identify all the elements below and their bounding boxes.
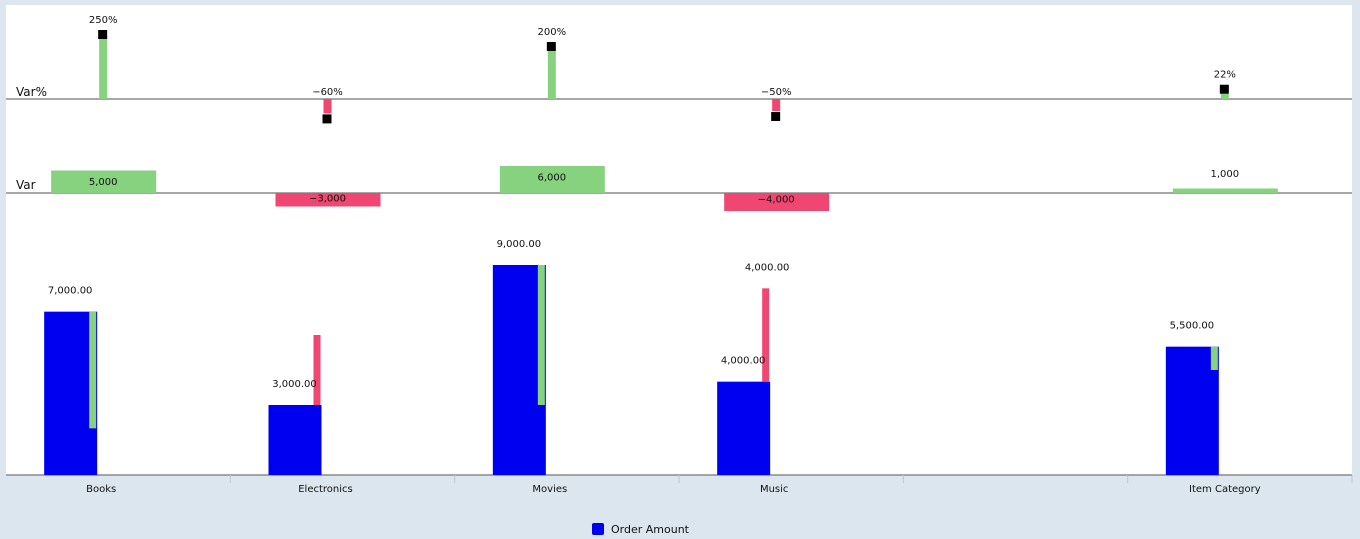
legend[interactable]: Order Amount — [592, 521, 689, 537]
var-pct-label: 22% — [1214, 70, 1236, 81]
plot-area — [6, 5, 1352, 475]
var-row-label: Var — [16, 178, 36, 192]
var-pct-bar[interactable] — [323, 99, 332, 114]
order-amount-bar[interactable] — [44, 311, 98, 475]
order-amount-label: 9,000.00 — [497, 239, 542, 250]
order-amount-bar[interactable] — [268, 405, 322, 475]
variance-thin-bar[interactable] — [313, 335, 321, 405]
x-tick-label: Music — [760, 484, 788, 495]
var-pct-marker[interactable] — [771, 112, 781, 121]
variance-thin-bar[interactable] — [762, 288, 770, 382]
x-tick-label: Electronics — [298, 484, 353, 495]
legend-label-order-amount: Order Amount — [611, 522, 689, 536]
order-amount-label: 5,500.00 — [1170, 321, 1215, 332]
var-pct-bar[interactable] — [99, 39, 108, 99]
var-bar[interactable] — [499, 166, 605, 193]
var-bar[interactable] — [275, 193, 381, 207]
var-label: 6,000 — [538, 172, 567, 183]
var-pct-marker[interactable] — [98, 30, 108, 39]
var-pct-row-label: Var% — [16, 85, 47, 99]
var-pct-bar[interactable] — [772, 99, 781, 111]
var-pct-marker[interactable] — [546, 42, 556, 51]
x-tick-label: Movies — [532, 484, 567, 495]
order-amount-bar[interactable] — [492, 265, 546, 475]
variance-thin-bar[interactable] — [537, 265, 545, 405]
x-tick-label: Books — [86, 484, 116, 495]
var-pct-bar[interactable] — [1220, 93, 1229, 99]
order-amount-bar[interactable] — [1165, 346, 1219, 475]
var-pct-label: 250% — [89, 15, 118, 26]
var-bar[interactable] — [724, 193, 830, 211]
order-amount-bar[interactable] — [717, 381, 771, 475]
var-label: −4,000 — [758, 194, 795, 205]
variance-thin-bar[interactable] — [89, 311, 97, 429]
legend-swatch-order-amount — [592, 523, 604, 535]
previous-amount-label: 4,000.00 — [745, 262, 790, 273]
var-bar[interactable] — [1172, 188, 1278, 194]
var-label: −3,000 — [309, 193, 346, 204]
var-pct-marker[interactable] — [1219, 84, 1229, 94]
var-pct-marker[interactable] — [322, 114, 332, 124]
x-axis-title: Item Category — [1189, 484, 1261, 495]
var-pct-label: −50% — [761, 87, 792, 98]
var-pct-label: 200% — [538, 27, 567, 38]
variance-thin-bar[interactable] — [1210, 346, 1218, 370]
order-amount-label: 7,000.00 — [48, 286, 93, 297]
var-label: 1,000 — [1211, 169, 1240, 180]
var-pct-label: −60% — [312, 87, 343, 98]
order-amount-label: 3,000.00 — [272, 379, 317, 390]
var-pct-bar[interactable] — [547, 51, 556, 99]
order-amount-label: 4,000.00 — [721, 356, 766, 367]
var-bar[interactable] — [51, 170, 157, 194]
var-label: 5,000 — [89, 177, 118, 188]
